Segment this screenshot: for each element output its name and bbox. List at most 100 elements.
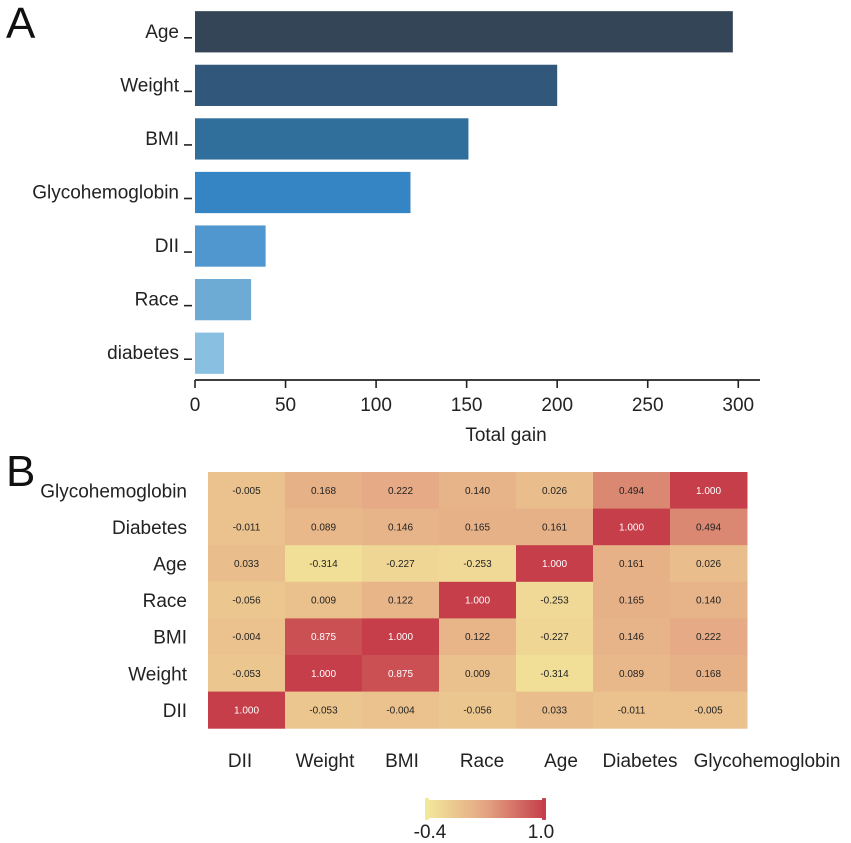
y-tick-label: Weight xyxy=(120,75,180,96)
colorbar-min-label: -0.4 xyxy=(414,822,447,843)
heatmap-cell-value: 0.165 xyxy=(465,522,490,533)
heatmap-col-label: Weight xyxy=(296,751,356,772)
heatmap-row-label: Glycohemoglobin xyxy=(40,481,187,502)
heatmap-cell-value: 0.089 xyxy=(311,522,336,533)
bar-dii xyxy=(195,225,266,267)
heatmap-cell-value: 0.026 xyxy=(542,486,567,497)
heatmap-labels: Glycohemoglobin Diabetes Age Race BMI Weight D… xyxy=(40,481,840,772)
heatmap-cell xyxy=(285,655,363,693)
heatmap-cell-value: 0.168 xyxy=(311,486,336,497)
heatmap-cell xyxy=(362,618,440,656)
heatmap-cell-value: -0.227 xyxy=(386,559,415,570)
heatmap-cell xyxy=(285,472,363,510)
heatmap-cell-value: -0.056 xyxy=(232,596,261,607)
x-tick-label: 100 xyxy=(360,395,392,416)
x-tick-label: 50 xyxy=(275,395,296,416)
heatmap-cell xyxy=(516,655,594,693)
heatmap-cell xyxy=(516,472,594,510)
heatmap-cell xyxy=(208,691,286,729)
heatmap-cell xyxy=(593,618,671,656)
heatmap-cell-value: 0.165 xyxy=(619,596,644,607)
heatmap-cell-value: 0.122 xyxy=(465,632,490,643)
colorbar-max-label: 1.0 xyxy=(528,822,554,843)
x-tick-label: 250 xyxy=(632,395,664,416)
x-tick-label: 300 xyxy=(722,395,754,416)
bar-group xyxy=(195,11,733,374)
heatmap-col-label: DII xyxy=(228,751,252,772)
y-tick-label: Age xyxy=(145,22,179,43)
x-tick-label: 0 xyxy=(190,395,201,416)
colorbar-min-cap xyxy=(425,798,429,820)
bar-age xyxy=(195,11,733,53)
heatmap-cell-value: 1.000 xyxy=(542,559,567,570)
heatmap-cell-value: 0.146 xyxy=(388,522,413,533)
heatmap-cell xyxy=(362,508,440,546)
panel-b-letter: B xyxy=(6,447,35,496)
heatmap-cell-value: 0.494 xyxy=(696,522,721,533)
heatmap-cell-value: 0.161 xyxy=(619,559,644,570)
heatmap-cell xyxy=(593,655,671,693)
heatmap-cell xyxy=(439,545,517,583)
heatmap-cell xyxy=(670,508,748,546)
heatmap-cell-value: 0.140 xyxy=(465,486,490,497)
heatmap-cell xyxy=(362,472,440,510)
heatmap-cell-value: 1.000 xyxy=(619,522,644,533)
y-tick-label: Race xyxy=(135,290,179,311)
heatmap-cell-value: -0.053 xyxy=(309,705,338,716)
y-tick-label: diabetes xyxy=(107,343,179,364)
heatmap-cells: -0.005 0.168 0.222 0.140 0.026 0.494 1.000 -0.0… xyxy=(208,472,748,729)
heatmap-cell xyxy=(362,545,440,583)
heatmap-cell xyxy=(208,472,286,510)
heatmap-cell-value: 1.000 xyxy=(388,632,413,643)
heatmap-cell xyxy=(670,655,748,693)
heatmap-row-label: Diabetes xyxy=(112,518,187,539)
heatmap-cell xyxy=(670,581,748,619)
panel-a-bar-chart: A Age Weight BMI Glycohemoglobin DII Race diab… xyxy=(6,0,760,446)
bar-race xyxy=(195,279,252,321)
y-tick-label: BMI xyxy=(145,129,179,150)
heatmap-cell xyxy=(670,545,748,583)
heatmap-cell xyxy=(593,508,671,546)
heatmap-cell xyxy=(439,618,517,656)
heatmap-cell xyxy=(362,655,440,693)
heatmap-cell-value: -0.227 xyxy=(540,632,569,643)
heatmap-cell xyxy=(516,691,594,729)
colorbar-gradient xyxy=(427,800,545,818)
heatmap-cell xyxy=(516,581,594,619)
heatmap-cell-value: 0.140 xyxy=(696,596,721,607)
heatmap-cell-value: 1.000 xyxy=(696,486,721,497)
heatmap-cell-value: -0.253 xyxy=(540,596,569,607)
heatmap-cell-value: -0.011 xyxy=(618,705,646,716)
colorbar: -0.4 1.0 xyxy=(414,798,554,843)
heatmap-row-label: Race xyxy=(143,591,187,612)
heatmap-cell-value: -0.005 xyxy=(232,486,261,497)
heatmap-cell xyxy=(593,472,671,510)
heatmap-cell-value: -0.011 xyxy=(233,522,261,533)
heatmap-cell xyxy=(593,581,671,619)
heatmap-cell-value: 0.875 xyxy=(388,669,413,680)
heatmap-col-label: Age xyxy=(544,751,578,772)
heatmap-cell xyxy=(208,545,286,583)
heatmap-cell xyxy=(516,545,594,583)
heatmap-cell-value: 0.122 xyxy=(388,596,413,607)
heatmap-cell-value: -0.004 xyxy=(232,632,261,643)
heatmap-cell-value: 1.000 xyxy=(234,705,259,716)
heatmap-cell-value: 0.089 xyxy=(619,669,644,680)
heatmap-cell-value: 0.009 xyxy=(465,669,490,680)
heatmap-cell-value: 0.222 xyxy=(388,486,413,497)
heatmap-cell-value: 0.026 xyxy=(696,559,721,570)
heatmap-cell xyxy=(593,545,671,583)
heatmap-col-label: Diabetes xyxy=(603,751,678,772)
heatmap-cell xyxy=(439,655,517,693)
bar-axes: Age Weight BMI Glycohemoglobin DII Race diabet… xyxy=(32,22,760,416)
heatmap-cell xyxy=(208,655,286,693)
panel-b-heatmap: B -0.005 0.168 0.222 0.140 0.026 0.494 1.000-0… xyxy=(6,447,840,843)
heatmap-cell xyxy=(208,581,286,619)
heatmap-row-label: Weight xyxy=(128,664,188,685)
heatmap-cell-value: -0.004 xyxy=(386,705,415,716)
heatmap-cell-value: -0.314 xyxy=(540,669,569,680)
heatmap-row-label: DII xyxy=(163,701,187,722)
heatmap-cell xyxy=(593,691,671,729)
heatmap-cell xyxy=(285,581,363,619)
